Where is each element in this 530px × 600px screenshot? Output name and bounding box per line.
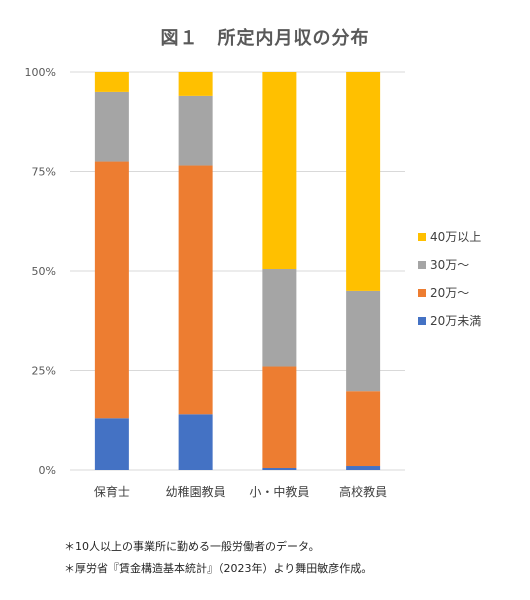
bar-segment: [346, 72, 381, 291]
bar-segment: [178, 95, 213, 166]
bar-segment: [262, 468, 297, 470]
bar-segment: [346, 466, 381, 470]
x-tick-label: 小・中教員: [249, 484, 309, 499]
y-tick-label: 25%: [32, 365, 56, 378]
footnote-1: ＊10人以上の事業所に勤める一般労働者のデータ。: [64, 540, 320, 553]
x-tick-label: 高校教員: [339, 484, 387, 499]
bar-segment: [94, 418, 129, 470]
footnote-2: ＊厚労省『賃金構造基本統計』（2023年）より舞田敏彦作成。: [64, 562, 373, 575]
bar-segment: [94, 161, 129, 419]
y-tick-label: 0%: [39, 464, 56, 477]
bar-segment: [94, 72, 129, 92]
bar-segment: [346, 290, 381, 392]
bar-segment: [178, 414, 213, 470]
legend-label: 20万～: [430, 286, 469, 300]
legend-swatch: [418, 233, 426, 241]
footnotes: ＊10人以上の事業所に勤める一般労働者のデータ。 ＊厚労省『賃金構造基本統計』（…: [64, 536, 372, 580]
legend-label: 30万～: [430, 258, 469, 272]
legend-swatch: [418, 289, 426, 297]
y-tick-label: 50%: [32, 265, 56, 278]
legend-swatch: [418, 317, 426, 325]
bar-segment: [178, 165, 213, 415]
legend-label: 20万未満: [430, 314, 481, 328]
y-tick-label: 100%: [25, 66, 56, 79]
bar-segment: [94, 91, 129, 162]
bar-segment: [262, 72, 297, 270]
x-tick-label: 幼稚園教員: [166, 484, 226, 499]
legend-label: 40万以上: [430, 230, 481, 244]
bar-segment: [346, 391, 381, 467]
y-tick-label: 75%: [32, 166, 56, 179]
bar-segment: [262, 366, 297, 469]
x-tick-label: 保育士: [94, 484, 130, 499]
bar-segment: [178, 72, 213, 96]
bar-segment: [262, 269, 297, 367]
legend-swatch: [418, 261, 426, 269]
chart-title: 図１ 所定内月収の分布: [160, 28, 370, 49]
